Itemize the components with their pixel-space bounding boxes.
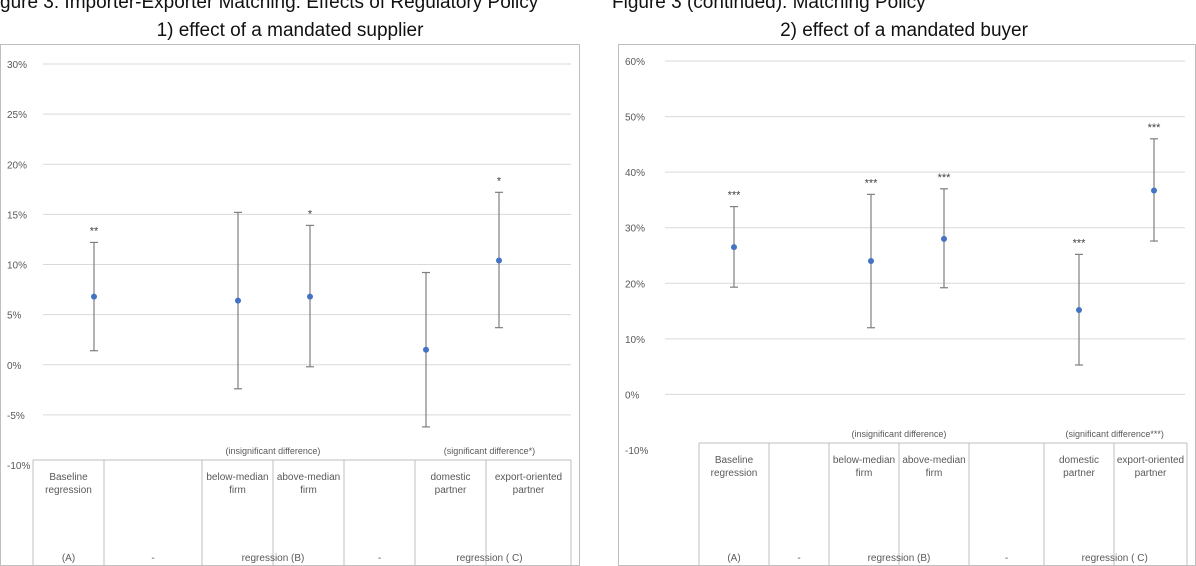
y-tick-label: 30%: [625, 224, 645, 235]
table-column-label: partner: [1063, 468, 1095, 479]
table-group-label: (A): [727, 553, 740, 564]
y-tick-label: 0%: [625, 390, 640, 401]
data-point: [1076, 306, 1082, 313]
table-group-label: regression ( C): [456, 553, 522, 564]
significance-stars: ***: [728, 190, 742, 202]
figure-title-fragment-right: Figure 3 (continued): Matching Policy: [612, 0, 926, 13]
group-note: (insignificant difference): [852, 429, 947, 439]
table-column-label: firm: [229, 485, 246, 496]
data-point: [941, 235, 947, 242]
y-tick-label: 20%: [7, 160, 27, 171]
table-column-label: firm: [300, 485, 317, 496]
table-column-label: below-median: [206, 472, 268, 483]
data-point: [235, 297, 241, 304]
table-column-label: above-median: [277, 472, 340, 483]
data-point: [307, 293, 313, 300]
y-tick-label: 25%: [7, 110, 27, 121]
data-point: [1151, 187, 1157, 194]
y-tick-label: 5%: [7, 311, 22, 322]
table-column-label: domestic: [1059, 455, 1099, 466]
data-point: [91, 293, 97, 300]
chart-2-panel: 60% 50% 40% 30% 20% 10% 0% -10% Baseline regressi…: [618, 44, 1196, 566]
table-column-label: partner: [435, 485, 467, 496]
chart-1-subtitle: 1) effect of a mandated supplier: [156, 20, 424, 41]
table-group-label: -: [797, 553, 800, 564]
table-column-label: export-oriented: [1117, 455, 1184, 466]
table-group-label: -: [151, 553, 154, 564]
significance-stars: ***: [938, 172, 952, 184]
data-point: [496, 257, 502, 264]
y-tick-label: 10%: [7, 261, 27, 272]
table-column-label: partner: [1135, 468, 1167, 479]
data-point: [868, 258, 874, 265]
y-tick-label: 40%: [625, 168, 645, 179]
chart-1-svg: 30% 25% 20% 15% 10% 5% 0% -5% -10% Baseline regres…: [7, 60, 572, 565]
y-tick-label: 15%: [7, 210, 27, 221]
chart-1-panel: 30% 25% 20% 15% 10% 5% 0% -5% -10% Baseline regres…: [0, 44, 580, 566]
table-column-label: regression: [711, 468, 758, 479]
y-tick-label: -10%: [625, 446, 648, 457]
significance-stars: ***: [865, 177, 879, 189]
table-group-label: regression (B): [868, 553, 931, 564]
group-note: (significant difference***): [1066, 429, 1164, 439]
table-column-label: export-oriented: [495, 472, 562, 483]
table-column-label: partner: [513, 485, 545, 496]
group-note: (significant difference*): [444, 446, 535, 456]
table-column-label: above-median: [902, 455, 965, 466]
y-tick-label: 60%: [625, 57, 645, 68]
y-tick-label: -10%: [7, 461, 30, 472]
data-point: [731, 244, 737, 251]
significance-stars: ***: [1148, 122, 1162, 134]
y-tick-label: 50%: [625, 113, 645, 124]
table-group-label: (A): [62, 553, 75, 564]
significance-stars: ***: [1073, 237, 1087, 249]
table-column-label: Baseline: [715, 455, 754, 466]
y-tick-label: 30%: [7, 60, 27, 71]
table-column-label: firm: [926, 468, 943, 479]
table-column-label: Baseline: [49, 472, 88, 483]
table-column-label: below-median: [833, 455, 895, 466]
significance-stars: *: [308, 208, 313, 220]
y-tick-label: -5%: [7, 411, 25, 422]
table-column-label: domestic: [430, 472, 470, 483]
y-tick-label: 10%: [625, 335, 645, 346]
chart-2-svg: 60% 50% 40% 30% 20% 10% 0% -10% Baseline regressi…: [625, 57, 1188, 565]
significance-stars: **: [90, 225, 99, 237]
table-group-label: -: [1005, 553, 1008, 564]
table-group-label: -: [378, 553, 381, 564]
table-column-label: regression: [45, 485, 92, 496]
table-column-label: firm: [856, 468, 873, 479]
y-tick-label: 0%: [7, 361, 22, 372]
table-group-label: regression ( C): [1082, 553, 1148, 564]
figure-title-fragment-left: gure 3: Importer-Exporter Matching: Effe…: [0, 0, 539, 13]
significance-stars: *: [497, 175, 502, 187]
group-note: (insignificant difference): [226, 446, 321, 456]
y-tick-label: 20%: [625, 279, 645, 290]
data-point: [423, 346, 429, 353]
table-group-label: regression (B): [242, 553, 305, 564]
chart-2-subtitle: 2) effect of a mandated buyer: [780, 20, 1028, 41]
